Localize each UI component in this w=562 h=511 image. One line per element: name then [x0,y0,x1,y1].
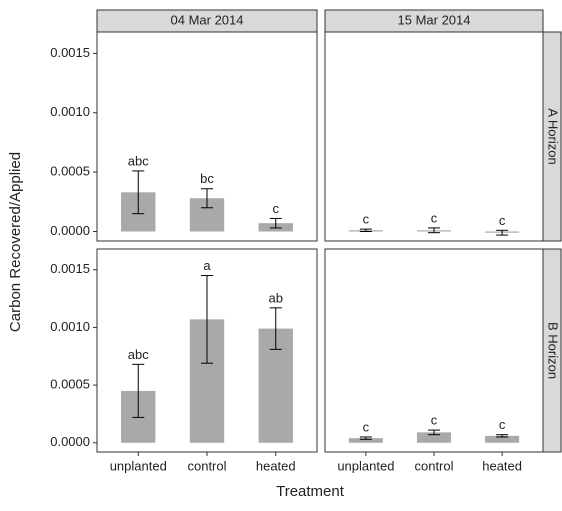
x-tick-label: heated [256,458,296,473]
y-tick-label: 0.0005 [50,377,90,392]
group-label: ab [269,290,283,305]
x-tick-label: heated [482,458,522,473]
y-tick-label: 0.0015 [50,261,90,276]
y-axis-title: Carbon Recovered/Applied [7,152,24,332]
bar [416,432,452,443]
x-tick-label: control [414,458,453,473]
x-tick-label: control [187,458,226,473]
group-label: c [273,201,280,216]
bar [348,438,383,443]
x-tick-label: unplanted [337,458,394,473]
panel [324,31,544,242]
group-label: c [363,419,370,434]
y-tick-label: 0.0000 [50,223,90,238]
group-label: c [499,213,506,228]
group-label: c [431,210,438,225]
x-axis-title: Treatment [276,483,345,500]
y-tick-label: 0.0010 [50,319,90,334]
row-label: B Horizon [546,322,561,379]
group-label: c [431,413,438,428]
column-label: 15 Mar 2014 [398,12,471,27]
group-label: c [363,212,370,227]
y-tick-label: 0.0010 [50,104,90,119]
bar [485,435,520,443]
y-tick-label: 0.0005 [50,164,90,179]
group-label: c [499,417,506,432]
column-label: 04 Mar 2014 [171,12,244,27]
group-label: abc [128,347,149,362]
group-label: bc [200,171,214,186]
y-tick-label: 0.0015 [50,45,90,60]
group-label: abc [128,153,149,168]
group-label: a [203,258,211,273]
y-tick-label: 0.0000 [50,434,90,449]
row-label: A Horizon [546,108,561,164]
x-tick-label: unplanted [110,458,167,473]
